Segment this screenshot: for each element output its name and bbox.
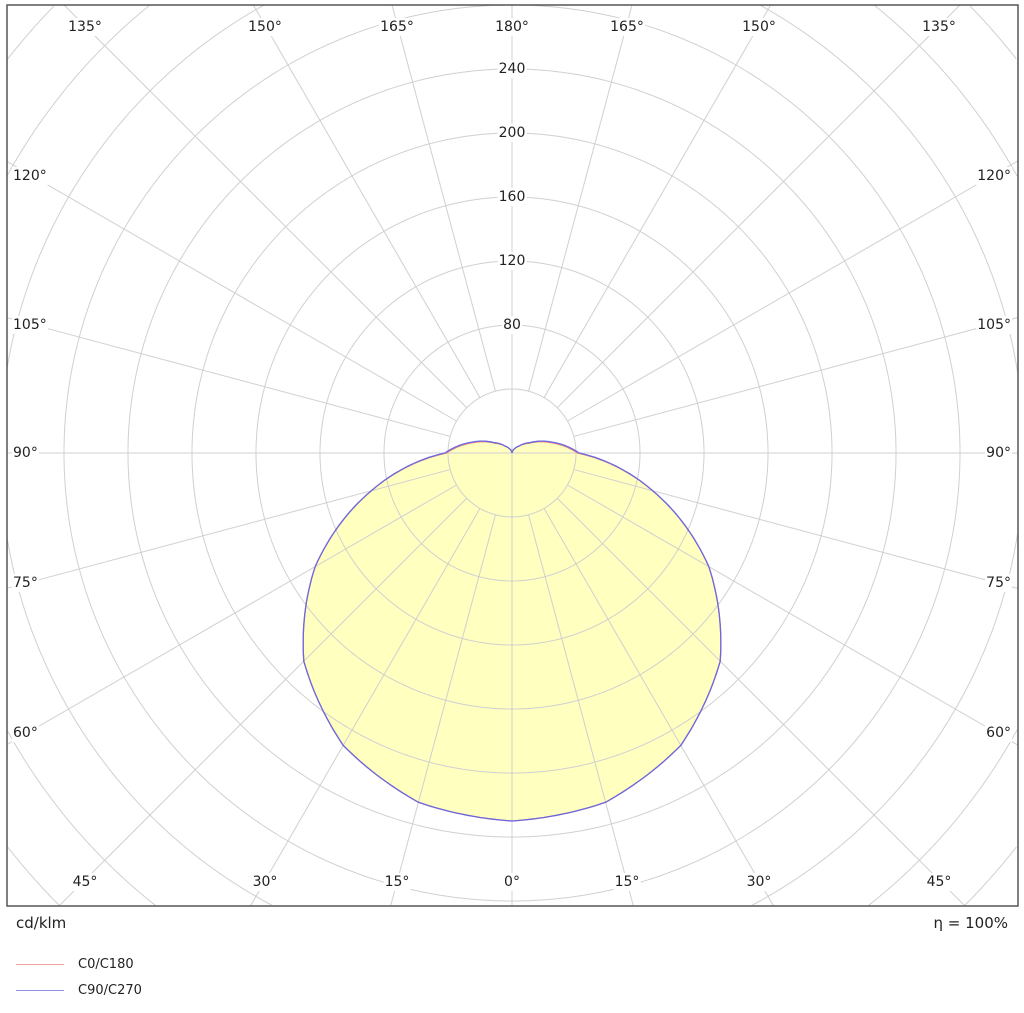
grid-ray <box>543 508 774 907</box>
series-curve-1 <box>302 440 722 822</box>
grid-ray <box>58 497 468 907</box>
unit-label: cd/klm <box>16 914 67 932</box>
grid-ray <box>567 160 1019 422</box>
grid-ray <box>573 469 1019 590</box>
grid-ring <box>6 4 1019 906</box>
angle-label-top: 165° <box>379 18 415 36</box>
grid-ray <box>252 4 481 398</box>
angle-label-right: 120° <box>976 167 1012 185</box>
angle-label-right: 105° <box>976 316 1012 334</box>
radial-tick-label: 160 <box>497 188 527 206</box>
angle-label-left: 90° <box>12 444 39 462</box>
grid-ray <box>556 4 961 409</box>
radial-tick-label: 200 <box>497 124 527 142</box>
efficiency-label: η = 100% <box>933 914 1009 932</box>
grid-ray <box>528 514 634 907</box>
grid-ray <box>6 484 457 745</box>
angle-label-left: 75° <box>12 574 39 592</box>
grid-ray <box>6 317 451 437</box>
angle-label-bottom: 0° <box>503 873 521 891</box>
angle-label-right: 75° <box>985 574 1012 592</box>
angle-label-top: 135° <box>67 18 103 36</box>
angle-label-bottom: 30° <box>251 873 279 891</box>
legend-item-c90: C90/C270 <box>16 983 142 998</box>
angle-label-bottom: 45° <box>71 873 99 891</box>
radial-tick-label: 240 <box>497 60 527 78</box>
radial-tick-label: 80 <box>502 316 522 334</box>
chart-frame <box>6 4 1019 907</box>
angle-label-right: 90° <box>985 444 1012 462</box>
grid-ray <box>63 4 468 409</box>
angle-label-left: 105° <box>12 316 48 334</box>
angle-label-top: 150° <box>741 18 777 36</box>
grid-ray <box>543 4 772 398</box>
angle-label-top: 180° <box>494 18 530 36</box>
legend-swatch <box>16 990 64 991</box>
angle-label-left: 120° <box>12 167 48 185</box>
legend-item-c0: C0/C180 <box>16 957 134 972</box>
grid-ring <box>6 5 1018 906</box>
grid-ray <box>6 161 457 422</box>
grid-ray <box>391 4 496 392</box>
angle-label-bottom: 45° <box>925 873 953 891</box>
angle-label-bottom: 15° <box>383 873 411 891</box>
grid-ray <box>6 469 451 589</box>
legend-swatch <box>16 964 64 965</box>
angle-label-top: 135° <box>921 18 957 36</box>
grid-ray <box>390 514 496 907</box>
legend-label: C90/C270 <box>78 983 142 998</box>
angle-label-right: 60° <box>985 724 1012 742</box>
angle-label-top: 150° <box>247 18 283 36</box>
grid-ray <box>528 4 633 392</box>
grid-ring <box>7 6 1017 906</box>
angle-label-bottom: 15° <box>613 873 641 891</box>
grid-ray <box>250 508 481 907</box>
grid-ray <box>567 484 1019 746</box>
grid-ray <box>573 316 1019 437</box>
legend-label: C0/C180 <box>78 957 134 972</box>
angle-label-top: 165° <box>609 18 645 36</box>
angle-label-left: 60° <box>12 724 39 742</box>
angle-label-bottom: 30° <box>745 873 773 891</box>
radial-tick-label: 120 <box>497 252 527 270</box>
grid-ray <box>556 497 966 907</box>
